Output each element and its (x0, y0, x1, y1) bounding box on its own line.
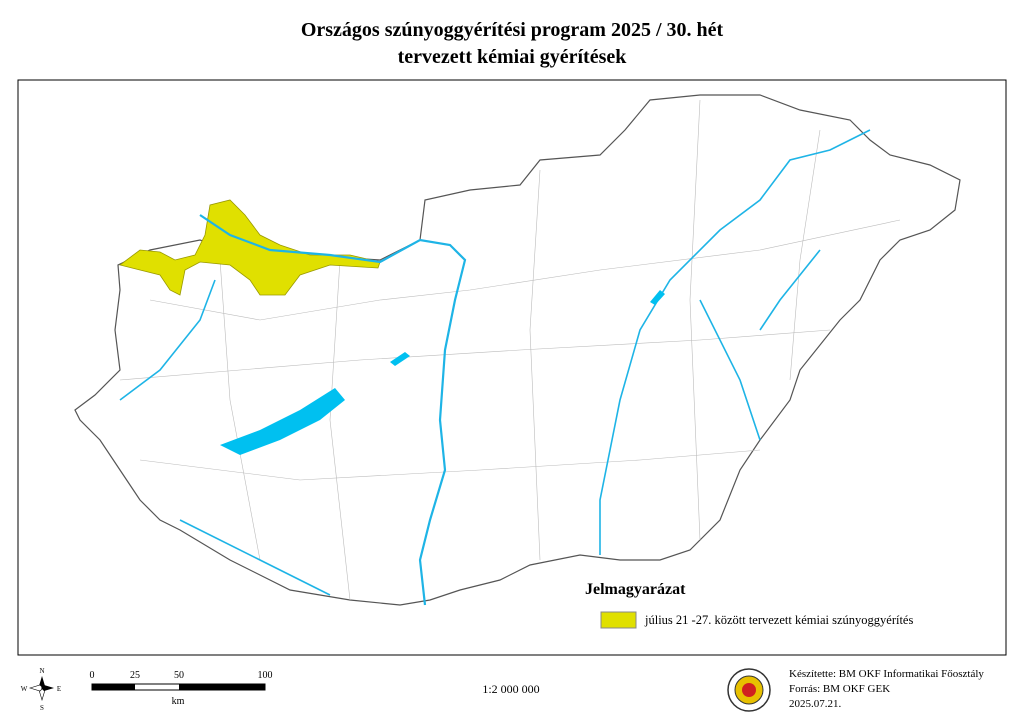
title-line2: tervezett kémiai gyérítések (398, 46, 628, 68)
scale-ratio: 1:2 000 000 (482, 682, 539, 696)
title-line1: Országos szúnyoggyérítési program 2025 /… (301, 19, 724, 41)
country (74, 94, 961, 606)
logo (727, 668, 771, 712)
scale-label: 100 (258, 670, 273, 681)
legend-item: július 21 -27. között tervezett kémiai s… (644, 613, 913, 627)
district-lines (119, 99, 901, 601)
lake-tisza (650, 290, 665, 305)
map-frame (17, 79, 1007, 656)
scale-label: 25 (130, 670, 140, 681)
scale-unit: km (172, 696, 185, 707)
compass: N E S W (21, 667, 61, 712)
scale-label: 50 (174, 670, 184, 681)
treated-area (119, 199, 381, 296)
lake-balaton (220, 388, 345, 455)
credit-source: Forrás: BM OKF GEK (789, 683, 890, 695)
compass-e: E (57, 685, 61, 693)
legend-title: Jelmagyarázat (585, 581, 686, 598)
scale-label: 0 (90, 670, 95, 681)
legend-swatch (600, 611, 637, 629)
lake-velence (390, 352, 410, 366)
scale-bar: 0 25 50 100 km (90, 670, 273, 707)
compass-w: W (21, 685, 28, 693)
scale-bar-segment (179, 684, 265, 690)
compass-arrow (41, 685, 54, 691)
credit-date: 2025.07.21. (789, 698, 842, 710)
credit-author: Készítette: BM OKF Informatikai Főosztál… (789, 668, 984, 680)
scale-bar-segment (92, 684, 135, 690)
rivers (119, 129, 871, 606)
compass-n: N (39, 667, 44, 675)
compass-s: S (40, 704, 44, 712)
